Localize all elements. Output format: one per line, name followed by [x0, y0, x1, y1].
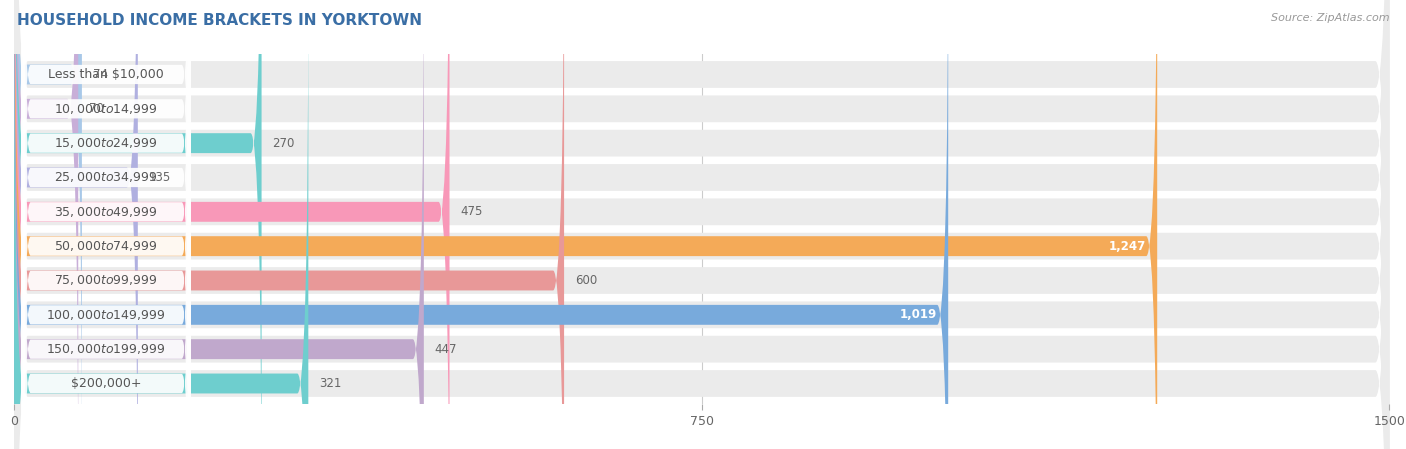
FancyBboxPatch shape — [21, 0, 191, 449]
Text: Source: ZipAtlas.com: Source: ZipAtlas.com — [1271, 13, 1389, 23]
Text: $50,000 to $74,999: $50,000 to $74,999 — [55, 239, 157, 253]
FancyBboxPatch shape — [21, 0, 191, 449]
Text: 1,019: 1,019 — [900, 308, 938, 321]
FancyBboxPatch shape — [14, 0, 423, 449]
FancyBboxPatch shape — [21, 0, 191, 443]
FancyBboxPatch shape — [14, 0, 1389, 449]
Text: $10,000 to $14,999: $10,000 to $14,999 — [55, 102, 157, 116]
FancyBboxPatch shape — [14, 0, 1389, 449]
FancyBboxPatch shape — [14, 0, 1389, 449]
FancyBboxPatch shape — [14, 0, 450, 449]
Text: $100,000 to $149,999: $100,000 to $149,999 — [46, 308, 166, 322]
FancyBboxPatch shape — [14, 0, 82, 449]
Text: 600: 600 — [575, 274, 598, 287]
FancyBboxPatch shape — [14, 0, 262, 449]
FancyBboxPatch shape — [14, 0, 1389, 449]
FancyBboxPatch shape — [14, 0, 1157, 449]
FancyBboxPatch shape — [14, 0, 948, 449]
Text: 270: 270 — [273, 136, 295, 150]
Text: 70: 70 — [89, 102, 104, 115]
FancyBboxPatch shape — [21, 0, 191, 449]
FancyBboxPatch shape — [14, 0, 1389, 449]
Text: 135: 135 — [149, 171, 172, 184]
FancyBboxPatch shape — [21, 0, 191, 449]
FancyBboxPatch shape — [14, 0, 308, 449]
FancyBboxPatch shape — [21, 0, 191, 449]
FancyBboxPatch shape — [14, 0, 1389, 449]
FancyBboxPatch shape — [21, 0, 191, 449]
Text: $150,000 to $199,999: $150,000 to $199,999 — [46, 342, 166, 356]
Text: 475: 475 — [461, 205, 482, 218]
FancyBboxPatch shape — [21, 15, 191, 449]
Text: $200,000+: $200,000+ — [70, 377, 142, 390]
Text: HOUSEHOLD INCOME BRACKETS IN YORKTOWN: HOUSEHOLD INCOME BRACKETS IN YORKTOWN — [17, 13, 422, 28]
FancyBboxPatch shape — [21, 0, 191, 408]
FancyBboxPatch shape — [14, 0, 138, 449]
Text: $15,000 to $24,999: $15,000 to $24,999 — [55, 136, 157, 150]
FancyBboxPatch shape — [14, 0, 1389, 449]
FancyBboxPatch shape — [21, 50, 191, 449]
Text: 74: 74 — [93, 68, 108, 81]
Text: $35,000 to $49,999: $35,000 to $49,999 — [55, 205, 157, 219]
Text: 1,247: 1,247 — [1109, 240, 1146, 253]
Text: Less than $10,000: Less than $10,000 — [48, 68, 165, 81]
Text: $75,000 to $99,999: $75,000 to $99,999 — [55, 273, 157, 287]
FancyBboxPatch shape — [14, 0, 1389, 449]
Text: 447: 447 — [434, 343, 457, 356]
FancyBboxPatch shape — [14, 0, 1389, 449]
FancyBboxPatch shape — [14, 0, 564, 449]
FancyBboxPatch shape — [14, 0, 79, 449]
Text: 321: 321 — [319, 377, 342, 390]
Text: $25,000 to $34,999: $25,000 to $34,999 — [55, 171, 157, 185]
FancyBboxPatch shape — [14, 0, 1389, 449]
